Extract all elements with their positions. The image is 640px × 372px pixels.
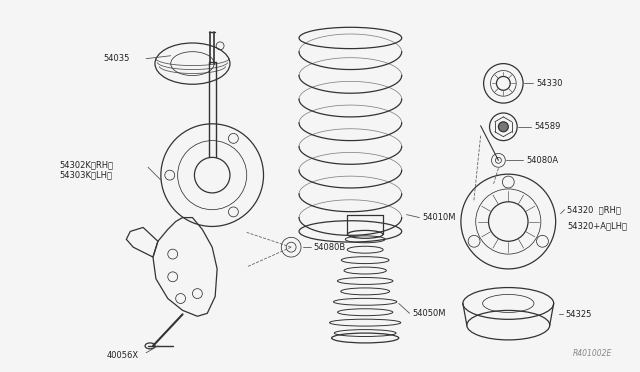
Circle shape bbox=[499, 122, 508, 132]
Text: 54050M: 54050M bbox=[413, 309, 446, 318]
Text: 54325: 54325 bbox=[566, 310, 592, 319]
Text: 54589: 54589 bbox=[534, 122, 560, 131]
Text: 54080A: 54080A bbox=[526, 156, 558, 165]
Text: 54010M: 54010M bbox=[422, 213, 456, 222]
Text: 54320+A〈LH〉: 54320+A〈LH〉 bbox=[568, 221, 627, 230]
Text: R401002E: R401002E bbox=[573, 349, 612, 358]
Text: 54303K〈LH〉: 54303K〈LH〉 bbox=[60, 171, 112, 180]
Text: 54035: 54035 bbox=[104, 54, 130, 63]
Text: 54302K〈RH〉: 54302K〈RH〉 bbox=[60, 161, 113, 170]
Text: 40056X: 40056X bbox=[107, 351, 139, 360]
Text: 54320  〈RH〉: 54320 〈RH〉 bbox=[568, 205, 621, 214]
Text: 54330: 54330 bbox=[536, 79, 563, 88]
Text: 54080B: 54080B bbox=[314, 243, 346, 252]
